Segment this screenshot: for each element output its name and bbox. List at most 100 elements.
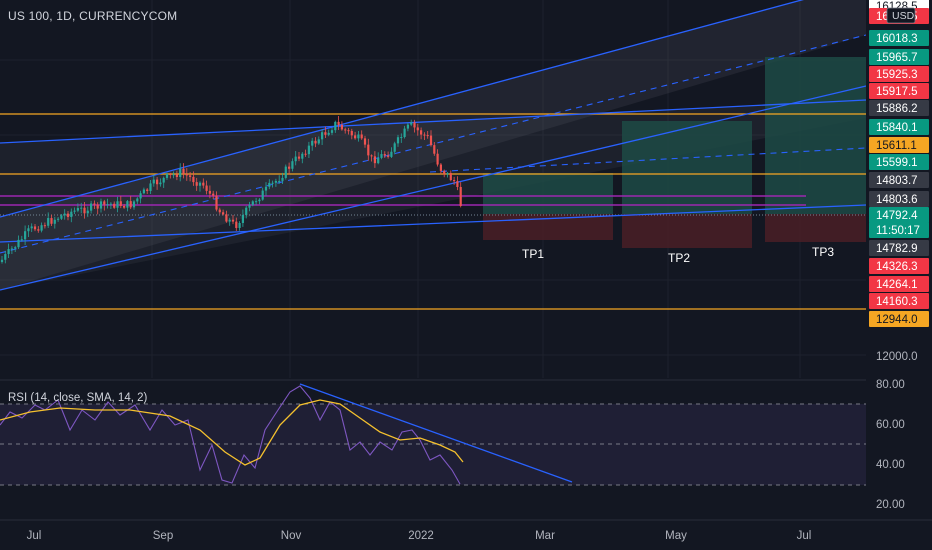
- candle-body: [271, 182, 274, 184]
- candle-body: [284, 166, 287, 178]
- candle-body: [113, 203, 116, 208]
- candle-body: [162, 177, 165, 183]
- candle-body: [182, 168, 185, 174]
- candle-body: [327, 132, 330, 135]
- candle-body: [288, 166, 291, 169]
- candle-body: [426, 135, 429, 137]
- candle-body: [297, 156, 301, 159]
- price-label-18: 12944.0: [876, 314, 918, 326]
- candle-body: [165, 173, 169, 178]
- candle-body: [50, 218, 53, 224]
- candle-body: [17, 239, 20, 248]
- lower-channel-bottom: [0, 204, 867, 243]
- candle-body: [446, 173, 449, 175]
- lower-channel-mid: [429, 147, 867, 173]
- candle-body: [169, 173, 172, 175]
- y-tick-label: 12000.0: [876, 351, 918, 363]
- candle-body: [301, 153, 304, 159]
- x-tick-label: Nov: [281, 530, 302, 542]
- candle-body: [116, 201, 119, 208]
- rising-channel-lower: [0, 85, 867, 291]
- candle-body: [304, 153, 307, 155]
- candle-body: [406, 124, 409, 129]
- candle-body: [383, 154, 386, 156]
- price-label-4: 15925.3: [876, 69, 918, 81]
- price-label-8: 15611.1: [876, 140, 917, 152]
- candle-body: [90, 203, 93, 211]
- candle-body: [93, 203, 96, 205]
- currency-badge: [886, 7, 916, 24]
- rising-channel-upper: [0, 0, 805, 218]
- candle-body: [433, 145, 436, 154]
- candle-body: [340, 124, 343, 130]
- price-label-bg-5: [869, 83, 929, 99]
- price-label-17: 14160.3: [876, 296, 918, 308]
- candle-body: [400, 137, 403, 139]
- x-tick-label: May: [665, 530, 687, 542]
- candle-body: [132, 201, 136, 208]
- price-label-bg-4: [869, 66, 929, 82]
- price-label-bg-10: [869, 172, 929, 188]
- candle-body: [258, 199, 261, 202]
- candle-body: [189, 175, 192, 177]
- x-tick-label: 2022: [408, 530, 434, 542]
- lower-channel-top: [0, 99, 867, 144]
- x-tick-label: Jul: [27, 530, 42, 542]
- candle-body: [129, 201, 132, 208]
- tp3-profit-zone: [765, 57, 866, 214]
- candle-body: [222, 212, 225, 215]
- price-label-9: 15599.1: [876, 157, 918, 169]
- rising-channel-fill: [0, 0, 866, 290]
- candle-body: [218, 209, 221, 213]
- candle-body: [357, 134, 360, 139]
- candle-body: [66, 213, 70, 217]
- candle-body: [390, 151, 393, 157]
- rsi-indicator-label[interactable]: RSI (14, close, SMA, 14, 2): [8, 392, 148, 404]
- candle-body: [225, 214, 228, 222]
- rising-channel-mid: [0, 34, 867, 254]
- candle-body: [241, 214, 244, 223]
- price-label-3: 15965.7: [876, 52, 918, 64]
- candle-body: [387, 155, 390, 157]
- candle-body: [459, 186, 462, 206]
- candle-body: [439, 164, 442, 171]
- candle-body: [175, 174, 178, 178]
- candle-body: [14, 247, 17, 249]
- candle-body: [423, 134, 426, 136]
- currency-badge-label: USD: [892, 10, 915, 22]
- candle-body: [99, 201, 103, 209]
- candle-body: [73, 210, 76, 212]
- price-label-bg-6: [869, 100, 929, 116]
- candle-body: [146, 189, 149, 191]
- price-label-bg-15: [869, 258, 929, 274]
- candle-body: [337, 121, 340, 125]
- tp2-stop-zone: [622, 214, 752, 248]
- candle-body: [76, 208, 79, 211]
- candle-body: [47, 218, 50, 226]
- candle-body: [330, 130, 334, 133]
- candle-body: [152, 179, 155, 184]
- price-label-bg-11: [869, 191, 929, 207]
- symbol-title: US 100, 1D, CURRENCYCOM: [8, 9, 178, 23]
- candle-body: [37, 229, 40, 231]
- candle-body: [96, 204, 99, 209]
- candle-body: [393, 143, 396, 152]
- candle-body: [413, 122, 416, 128]
- candle-body: [142, 189, 145, 194]
- candle-body: [420, 130, 423, 135]
- candle-body: [10, 248, 13, 250]
- candle-body: [24, 231, 27, 240]
- candle-body: [86, 210, 89, 214]
- candle-body: [264, 186, 268, 191]
- candle-body: [456, 181, 459, 187]
- candle-body: [123, 205, 126, 208]
- price-label-7: 15840.1: [876, 122, 918, 134]
- candle-body: [363, 138, 367, 145]
- candle-body: [7, 249, 10, 255]
- candle-body: [281, 177, 284, 181]
- candle-body: [57, 218, 60, 220]
- tp3-stop-zone: [765, 214, 866, 242]
- candle-body: [139, 193, 142, 199]
- price-label-bg-9: [869, 154, 929, 170]
